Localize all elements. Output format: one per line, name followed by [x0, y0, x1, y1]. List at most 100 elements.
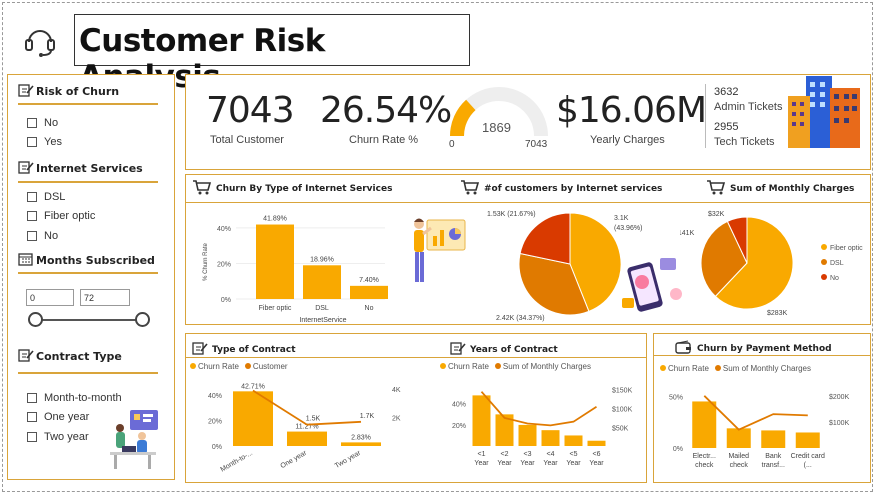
bar — [541, 430, 560, 446]
legend-payment: Churn Rate Sum of Monthly Charges — [660, 364, 811, 373]
kpi-divider — [705, 84, 706, 148]
months-slicer-title: Months Subscribed — [18, 252, 155, 269]
legend-marker — [821, 259, 827, 265]
checkbox[interactable] — [27, 432, 37, 442]
team-illustration — [108, 408, 160, 470]
chart-type-of-contract: 0% 20% 40% 2K 4K 42.71% Month-to-... 11.27%1.5K… — [208, 383, 401, 473]
bar — [795, 432, 820, 448]
churn-gauge — [447, 84, 551, 144]
checkbox[interactable] — [27, 412, 37, 422]
total-customer-label: Total Customer — [210, 134, 284, 146]
tech-tickets-value: 2955 — [714, 121, 739, 133]
contract-option-one-year[interactable]: One year — [27, 411, 89, 423]
yearly-charges-value: $16.06M — [556, 90, 707, 131]
contract-option-month[interactable]: Month-to-month — [27, 392, 122, 404]
x-tick-label: (... — [804, 462, 812, 469]
payment-chart-panel — [653, 333, 871, 483]
x-tick-label: Year — [543, 460, 558, 467]
x-tick-label: One year — [280, 449, 309, 470]
tech-tickets-label: Tech Tickets — [714, 136, 775, 148]
admin-tickets-value: 3632 — [714, 86, 739, 98]
contract-option-two-year[interactable]: Two year — [27, 431, 89, 443]
data-label: $141K — [680, 230, 695, 237]
x-tick-label: <2 — [501, 451, 509, 458]
legend-type-contract: Churn Rate Customer — [190, 362, 288, 371]
pie-slice — [700, 220, 748, 298]
mobile-shopping-illustration — [620, 254, 686, 324]
gauge-min: 0 — [449, 139, 455, 150]
y2-tick-label: $100K — [829, 420, 850, 427]
y-tick-label: 0% — [673, 446, 683, 453]
y-tick-label: 20% — [452, 423, 466, 430]
months-slider-track[interactable] — [35, 319, 143, 321]
yearly-charges-label: Yearly Charges — [590, 134, 665, 146]
bar — [564, 435, 583, 446]
y2-tick-label: $100K — [612, 407, 633, 414]
divider — [18, 272, 158, 274]
x-tick-label: Bank — [765, 453, 781, 460]
checkbox[interactable] — [27, 118, 37, 128]
y-axis-label: % Churn Rate — [203, 242, 209, 280]
checkbox[interactable] — [27, 211, 37, 221]
admin-tickets-label: Admin Tickets — [714, 101, 783, 113]
y-tick-label: 40% — [208, 393, 222, 400]
chart-title-type-contract: Type of Contract — [192, 341, 296, 358]
x-tick-label: <1 — [478, 451, 486, 458]
divider — [18, 181, 158, 183]
x-tick-label: Credit card — [791, 453, 825, 460]
edit-icon — [450, 341, 466, 358]
risk-option-no[interactable]: No — [27, 117, 58, 129]
total-customer-value: 7043 — [206, 90, 295, 131]
data-label: 3.1K — [614, 215, 629, 222]
x-tick-label: Two year — [334, 449, 363, 470]
months-slider-handle-min[interactable] — [28, 312, 43, 327]
page-title-box: Customer Risk Analysis — [74, 14, 470, 95]
x-axis-label: InternetService — [299, 317, 346, 324]
presenter-illustration — [405, 214, 467, 286]
checkbox[interactable] — [27, 231, 37, 241]
y2-tick-label: 2K — [392, 416, 401, 423]
chart-sum-monthly-charges: $283K $141K $32K Fiber optic DSL No — [680, 211, 863, 317]
y-tick-label: 0% — [221, 297, 231, 304]
internet-option-no[interactable]: No — [27, 230, 58, 242]
legend-label: Fiber optic — [830, 245, 863, 252]
legend-marker — [821, 244, 827, 250]
risk-option-yes[interactable]: Yes — [27, 136, 62, 148]
bar — [726, 428, 751, 448]
y2-tick-label: $150K — [612, 388, 633, 395]
edit-icon — [192, 341, 208, 358]
y2-tick-label: $50K — [612, 425, 629, 432]
kpi-panel — [185, 74, 871, 170]
months-max-input[interactable]: 72 — [80, 289, 130, 306]
x-tick-label: No — [365, 305, 374, 312]
checkbox[interactable] — [27, 137, 37, 147]
chart-header-line — [653, 355, 871, 356]
chart-title-customers-internet: #of customers by Internet services — [460, 179, 662, 198]
x-tick-label: DSL — [315, 305, 329, 312]
gauge-max: 7043 — [525, 139, 548, 150]
legend-label: DSL — [830, 260, 844, 267]
y-tick-label: 50% — [669, 394, 683, 401]
x-tick-label: Year — [497, 460, 512, 467]
x-tick-label: Fiber optic — [259, 305, 292, 312]
chart-title-payment: Churn by Payment Method — [675, 340, 832, 357]
bar — [233, 391, 273, 446]
months-slider-handle-max[interactable] — [135, 312, 150, 327]
y-tick-label: 20% — [217, 261, 231, 268]
x-tick-label: Year — [566, 460, 581, 467]
checkbox[interactable] — [27, 192, 37, 202]
checkbox[interactable] — [27, 393, 37, 403]
months-min-input[interactable]: 0 — [26, 289, 74, 306]
internet-option-dsl[interactable]: DSL — [27, 191, 65, 203]
bar — [518, 424, 537, 446]
series-line — [480, 391, 597, 427]
cart-icon — [460, 179, 480, 198]
internet-option-fiber[interactable]: Fiber optic — [27, 210, 95, 222]
y-tick-label: 0% — [212, 444, 222, 451]
bar — [587, 440, 606, 446]
headset-icon — [20, 20, 60, 60]
bar — [472, 395, 491, 446]
data-label: 41.89% — [263, 216, 287, 223]
internet-slicer-title: Internet Services — [18, 160, 143, 177]
